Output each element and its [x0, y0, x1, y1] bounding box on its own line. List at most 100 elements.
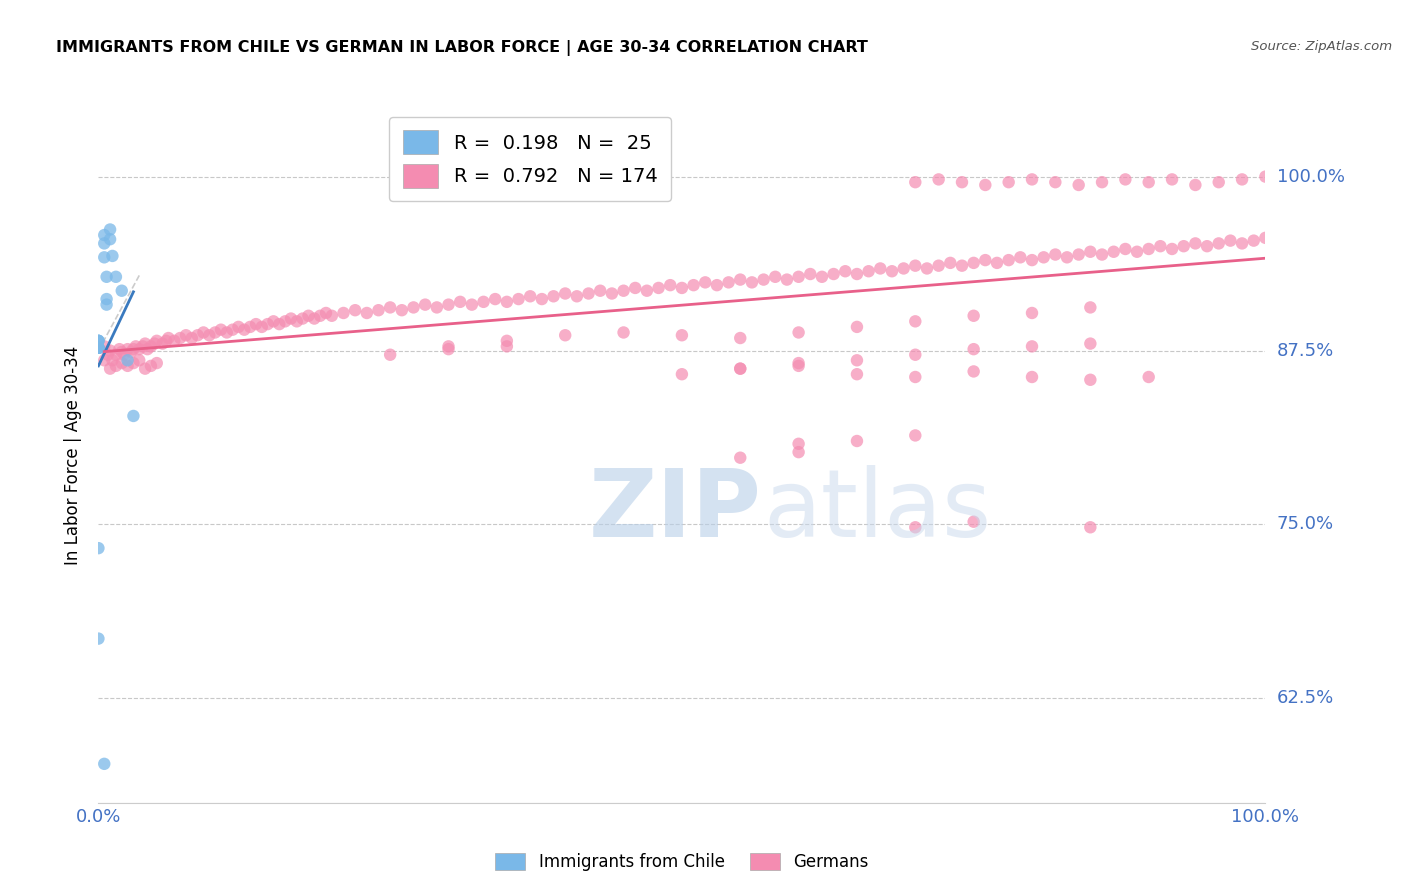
Point [939, 256, 962, 270]
Point [87, 341, 110, 355]
Point [378, 301, 402, 315]
Point [93, 236, 115, 251]
Text: 87.5%: 87.5% [1277, 342, 1334, 359]
Point [962, 256, 984, 270]
Point [461, 298, 484, 312]
Point [1173, 239, 1195, 253]
Point [962, 364, 984, 378]
Point [717, 276, 740, 290]
Point [1114, 172, 1136, 186]
Point [97, 348, 120, 362]
Point [554, 328, 576, 343]
Point [367, 303, 389, 318]
Point [1080, 373, 1102, 387]
Y-axis label: In Labor Force | Age 30-34: In Labor Force | Age 30-34 [65, 345, 83, 565]
Point [845, 319, 868, 334]
Point [437, 298, 460, 312]
Point [659, 278, 682, 293]
Point [356, 306, 378, 320]
Point [928, 259, 950, 273]
Point [112, 348, 135, 362]
Point [104, 269, 127, 284]
Point [845, 368, 868, 382]
Point [315, 306, 337, 320]
Text: 75.0%: 75.0% [1277, 516, 1334, 533]
Point [1114, 242, 1136, 256]
Point [96, 269, 118, 284]
Point [1243, 234, 1265, 248]
Point [87, 341, 110, 355]
Point [332, 306, 354, 320]
Point [1021, 339, 1043, 353]
Point [174, 328, 197, 343]
Point [1080, 336, 1102, 351]
Point [1021, 306, 1043, 320]
Point [554, 286, 576, 301]
Point [776, 272, 799, 286]
Point [543, 289, 565, 303]
Point [1091, 175, 1114, 189]
Point [104, 348, 127, 362]
Point [157, 331, 180, 345]
Point [437, 342, 460, 356]
Point [256, 317, 278, 331]
Point [146, 356, 169, 370]
Point [93, 756, 115, 771]
Legend: Immigrants from Chile, Germans: Immigrants from Chile, Germans [489, 847, 875, 878]
Point [730, 272, 752, 286]
Point [378, 348, 402, 362]
Point [787, 269, 810, 284]
Point [589, 284, 612, 298]
Point [730, 361, 752, 376]
Point [612, 284, 634, 298]
Point [1184, 178, 1206, 192]
Point [122, 356, 145, 370]
Point [87, 341, 110, 355]
Point [495, 339, 517, 353]
Point [98, 232, 121, 246]
Point [974, 178, 997, 192]
Point [706, 278, 728, 293]
Point [671, 328, 693, 343]
Point [233, 323, 256, 337]
Point [245, 317, 267, 331]
Point [845, 267, 868, 281]
Point [391, 303, 413, 318]
Point [600, 286, 623, 301]
Point [1067, 247, 1090, 261]
Point [1161, 172, 1184, 186]
Point [297, 309, 319, 323]
Point [163, 334, 186, 348]
Point [87, 632, 110, 646]
Point [143, 336, 166, 351]
Point [136, 342, 159, 356]
Text: IMMIGRANTS FROM CHILE VS GERMAN IN LABOR FORCE | AGE 30-34 CORRELATION CHART: IMMIGRANTS FROM CHILE VS GERMAN IN LABOR… [56, 40, 868, 56]
Point [904, 348, 927, 362]
Point [671, 368, 693, 382]
Point [128, 342, 150, 356]
Point [344, 303, 367, 318]
Point [304, 311, 326, 326]
Point [1080, 301, 1102, 315]
Point [962, 309, 984, 323]
Point [858, 264, 880, 278]
Point [671, 281, 693, 295]
Point [647, 281, 669, 295]
Point [1230, 236, 1253, 251]
Point [98, 361, 121, 376]
Text: 100.0%: 100.0% [1277, 168, 1344, 186]
Point [117, 353, 139, 368]
Point [1091, 247, 1114, 261]
Point [269, 317, 291, 331]
Point [1045, 175, 1067, 189]
Point [1080, 520, 1102, 534]
Point [1021, 370, 1043, 384]
Point [1254, 169, 1277, 184]
Point [87, 341, 110, 355]
Point [1208, 236, 1230, 251]
Point [530, 292, 553, 306]
Point [239, 319, 262, 334]
Point [1056, 250, 1078, 264]
Point [146, 334, 169, 348]
Point [155, 334, 177, 348]
